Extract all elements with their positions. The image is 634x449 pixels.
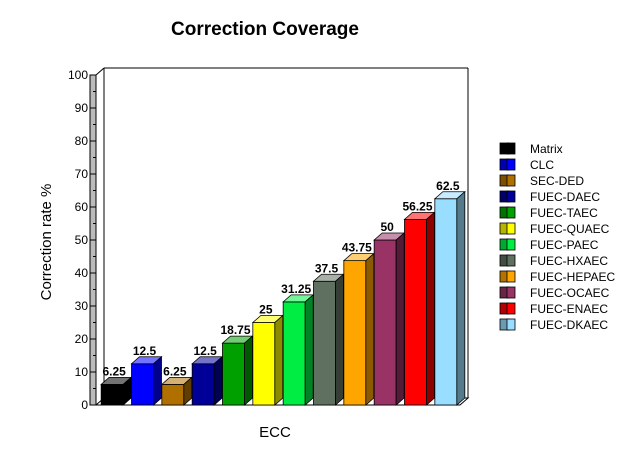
legend-label: SEC-DED	[530, 174, 584, 188]
legend-swatch	[499, 270, 516, 283]
legend-label: FUEC-ENAEC	[530, 302, 608, 316]
bar	[403, 211, 436, 406]
bar	[191, 355, 224, 406]
data-label: 6.25	[102, 364, 126, 378]
data-labels: 6.2512.56.2512.518.752531.2537.543.75505…	[102, 179, 459, 379]
data-label: 31.25	[281, 282, 311, 296]
y-tick-label: 30	[75, 299, 89, 313]
data-label: 37.5	[315, 261, 339, 275]
y-tick-label: 70	[75, 167, 89, 181]
legend-swatch	[499, 222, 516, 235]
legend-label: FUEC-TAEC	[530, 206, 598, 220]
legend-item: FUEC-OCAEC	[499, 286, 610, 300]
legend-swatch	[499, 158, 516, 171]
chart-title: Correction Coverage	[171, 19, 359, 40]
bar	[373, 232, 406, 406]
y-tick-label: 20	[75, 332, 89, 346]
bar	[433, 190, 466, 406]
legend-label: FUEC-DKAEC	[530, 318, 608, 332]
legend-item: CLC	[499, 158, 554, 172]
legend: Matrix CLC SEC-DED FUEC-DAEC FUEC-TAEC FUEC-Q…	[499, 142, 615, 332]
legend-item: Matrix	[499, 142, 563, 156]
x-axis-label: ECC	[259, 424, 291, 441]
y-tick-label: 10	[75, 365, 89, 379]
bar	[312, 273, 345, 406]
legend-swatch	[499, 238, 516, 251]
legend-swatch	[499, 302, 516, 315]
legend-swatch	[499, 190, 516, 203]
legend-item: FUEC-TAEC	[499, 206, 598, 220]
legend-label: FUEC-HEPAEC	[530, 270, 615, 284]
legend-item: FUEC-DKAEC	[499, 318, 608, 332]
legend-label: FUEC-HXAEC	[530, 254, 608, 268]
bar	[160, 376, 193, 406]
legend-item: FUEC-DAEC	[499, 190, 600, 204]
bars	[100, 190, 466, 406]
legend-label: FUEC-DAEC	[530, 190, 600, 204]
y-tick-label: 80	[75, 134, 89, 148]
legend-swatch	[499, 286, 516, 299]
bar	[100, 376, 133, 406]
legend-item: FUEC-ENAEC	[499, 302, 608, 316]
legend-label: FUEC-OCAEC	[530, 286, 610, 300]
data-label: 25	[259, 303, 273, 317]
data-label: 56.25	[402, 199, 432, 213]
legend-label: FUEC-QUAEC	[530, 222, 610, 236]
y-tick-label: 100	[68, 68, 88, 82]
legend-swatch	[499, 254, 516, 267]
legend-swatch	[499, 318, 516, 331]
y-axis-label: Correction rate %	[38, 184, 55, 301]
data-label: 6.25	[163, 364, 187, 378]
legend-label: CLC	[530, 158, 554, 172]
y-tick-label: 0	[81, 398, 88, 412]
legend-label: FUEC-PAEC	[530, 238, 599, 252]
bar	[251, 314, 284, 406]
legend-label: Matrix	[530, 142, 563, 156]
data-label: 62.5	[436, 179, 460, 193]
bar	[130, 355, 163, 406]
data-label: 43.75	[342, 241, 372, 255]
y-tick-label: 40	[75, 266, 89, 280]
y-tick-label: 90	[75, 101, 89, 115]
y-tick-label: 60	[75, 200, 89, 214]
bar	[342, 252, 375, 406]
bar	[282, 293, 315, 406]
bar	[221, 335, 254, 406]
y-tick-label: 50	[75, 233, 89, 247]
legend-item: FUEC-HXAEC	[499, 254, 608, 268]
data-label: 12.5	[193, 344, 217, 358]
data-label: 18.75	[220, 323, 250, 337]
y-axis-ticks: 0 10 20 30 40 50 60 70 80 90 100	[68, 68, 96, 412]
legend-item: FUEC-PAEC	[499, 238, 599, 252]
data-label: 12.5	[133, 344, 157, 358]
legend-swatch	[499, 142, 516, 155]
legend-item: FUEC-QUAEC	[499, 222, 610, 236]
data-label: 50	[380, 220, 394, 234]
legend-item: SEC-DED	[499, 174, 584, 188]
legend-swatch	[499, 206, 516, 219]
legend-item: FUEC-HEPAEC	[499, 270, 615, 284]
legend-swatch	[499, 174, 516, 187]
